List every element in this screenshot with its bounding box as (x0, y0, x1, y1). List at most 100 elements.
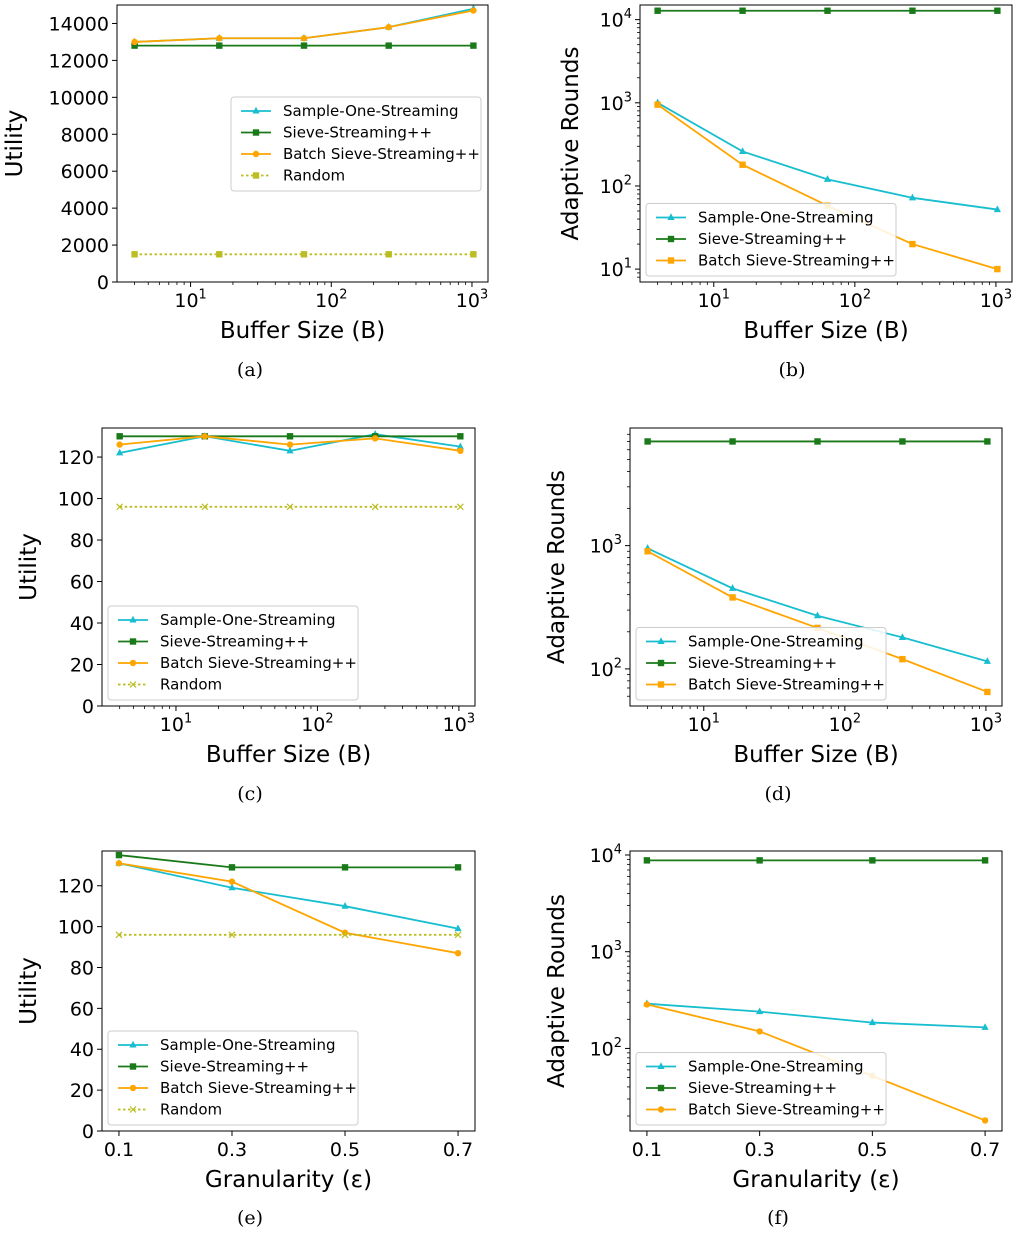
x-tick-label: 101 (160, 711, 192, 736)
x-tick-label: 0.3 (217, 1139, 247, 1161)
series-line (118, 862, 459, 955)
y-tick-label: 120 (58, 876, 94, 898)
legend-marker (129, 1040, 137, 1048)
data-point (116, 433, 123, 440)
x-tick-label: 0.3 (745, 1139, 775, 1161)
series-1 (644, 438, 991, 445)
data-point (300, 42, 308, 49)
series-line (118, 862, 459, 930)
legend-marker (252, 172, 260, 179)
legend: Sample-One-Streaming Sieve-Streaming++ Bat… (635, 1052, 887, 1126)
x-tick-label: 0.5 (857, 1139, 887, 1161)
y-tick-label: 40 (70, 613, 94, 635)
y-tick-label: 0 (82, 696, 94, 718)
data-point (739, 161, 746, 168)
x-axis-label: Buffer Size (B) (206, 742, 371, 768)
y-tick-label: 60 (70, 998, 94, 1020)
data-point (756, 1028, 763, 1035)
panel-caption: (b) (779, 359, 806, 381)
chart-panel-d: 101 102 103 102 103 Buffer Size (B) Adaptive R… (544, 427, 1003, 805)
series-1 (131, 42, 477, 49)
x-tick-label: 0.1 (632, 1139, 662, 1161)
series-2 (131, 7, 477, 46)
series-2 (116, 433, 464, 455)
y-tick-label: 0 (82, 1121, 94, 1143)
x-axis-label: Buffer Size (B) (733, 742, 898, 768)
data-point (899, 438, 906, 445)
data-point (131, 38, 138, 46)
y-tick-label: 8000 (61, 124, 109, 146)
legend-label: Sample-One-Streaming (688, 633, 864, 651)
y-tick-label: 104 (590, 842, 622, 867)
y-tick-label: 20 (70, 1080, 94, 1102)
data-point (454, 924, 462, 932)
legend-marker (667, 257, 675, 264)
x-tick-label: 101 (174, 287, 206, 312)
data-point (643, 857, 651, 864)
data-point (300, 35, 308, 42)
legend-label: Random (160, 676, 222, 694)
data-point (470, 251, 477, 258)
data-point (994, 265, 1001, 273)
plot-frame (101, 850, 476, 1132)
data-point (286, 503, 294, 511)
data-point (981, 1023, 989, 1030)
data-point (286, 441, 294, 448)
data-point (994, 7, 1001, 14)
data-point (984, 438, 991, 445)
legend-marker (667, 235, 675, 243)
legend-marker (129, 1106, 137, 1113)
legend-marker (657, 681, 665, 688)
y-tick-label: 103 (590, 533, 622, 558)
plot-frame (639, 4, 1013, 283)
data-point (228, 878, 236, 885)
chart-panel-e: 0.1 0.3 0.5 0.7 0 20 40 60 80 100 120 Granularity (… (16, 850, 476, 1229)
y-tick-label: 20 (70, 655, 94, 677)
x-tick-label: 102 (315, 287, 347, 312)
data-point (908, 193, 917, 201)
data-point (300, 251, 308, 258)
data-point (201, 503, 209, 511)
legend-marker (657, 1062, 665, 1070)
y-axis-label: Utility (16, 533, 42, 601)
legend-label: Batch Sieve-Streaming++ (283, 145, 480, 163)
data-point (454, 931, 462, 939)
data-point (654, 7, 661, 14)
data-point (909, 7, 916, 14)
data-point (115, 860, 123, 867)
data-point (644, 438, 651, 445)
legend-marker (129, 681, 137, 688)
y-tick-label: 102 (590, 1036, 622, 1061)
legend-marker (129, 1063, 137, 1070)
data-point (115, 931, 123, 939)
data-point (729, 594, 736, 601)
data-point (457, 447, 464, 455)
data-point (116, 503, 124, 511)
y-tick-label: 60 (70, 572, 94, 594)
series-3 (131, 251, 477, 258)
x-tick-label: 103 (970, 711, 1002, 736)
legend-label: Batch Sieve-Streaming++ (160, 654, 357, 672)
legend-box (230, 96, 482, 192)
series-3 (115, 931, 462, 939)
x-tick-label: 102 (839, 287, 871, 312)
y-tick-label: 102 (590, 656, 622, 681)
series-3 (116, 503, 464, 511)
y-tick-label: 2000 (61, 235, 109, 257)
legend: Sample-One-Streaming Sieve-Streaming++ Bat… (645, 203, 897, 277)
data-point (286, 433, 294, 440)
data-point (869, 857, 876, 864)
data-point (470, 7, 477, 14)
data-point (216, 251, 223, 258)
series-1 (116, 433, 464, 440)
data-point (456, 503, 464, 511)
series-1 (115, 851, 462, 871)
x-axis-label: Granularity (ε) (732, 1167, 899, 1193)
series-0 (644, 544, 991, 664)
plot-frame (629, 427, 1003, 707)
data-point (341, 931, 349, 939)
y-tick-label: 80 (70, 530, 94, 552)
legend: Sample-One-Streaming Sieve-Streaming++ Bat… (107, 605, 359, 701)
data-point (385, 42, 392, 49)
